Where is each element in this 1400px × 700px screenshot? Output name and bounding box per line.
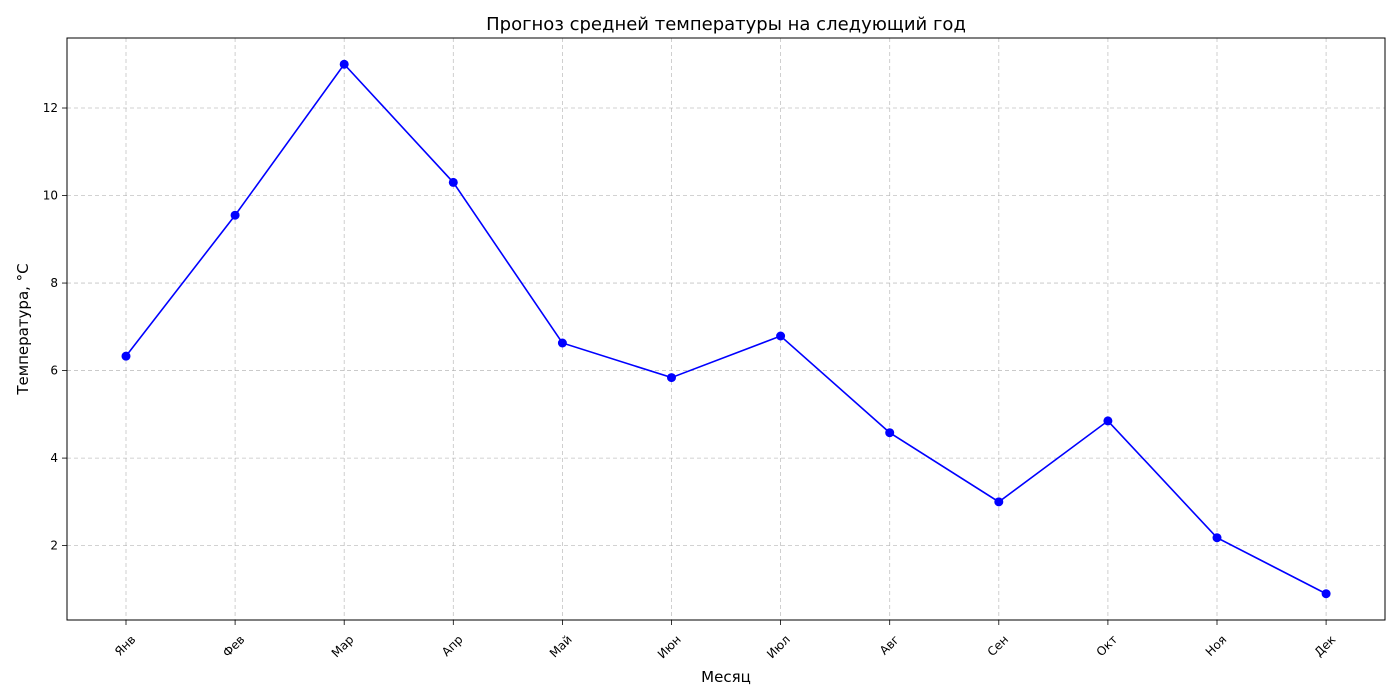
- data-point-9: [1103, 416, 1113, 426]
- y-tick-label-0: 2: [50, 539, 58, 553]
- y-axis-label: Температура, °C: [14, 263, 32, 395]
- chart-title: Прогноз средней температуры на следующий…: [486, 14, 966, 35]
- data-point-10: [1212, 533, 1222, 543]
- y-tick-label-3: 8: [50, 276, 58, 290]
- grid-layer: [67, 38, 1385, 620]
- data-point-2: [339, 59, 349, 69]
- x-axis-label: Месяц: [701, 668, 751, 686]
- data-point-8: [994, 497, 1004, 507]
- y-tick-label-4: 10: [43, 189, 58, 203]
- data-point-5: [667, 373, 676, 383]
- data-point-7: [885, 428, 895, 438]
- data-point-6: [776, 331, 786, 341]
- series-layer: [121, 59, 1331, 599]
- data-point-11: [1321, 589, 1331, 599]
- data-point-1: [230, 210, 240, 220]
- data-point-4: [557, 338, 567, 348]
- y-tick-label-2: 6: [50, 364, 58, 378]
- y-tick-label-1: 4: [50, 451, 58, 465]
- plot-frame: [66, 37, 1386, 621]
- data-point-3: [448, 177, 458, 187]
- y-tick-label-5: 12: [43, 101, 58, 115]
- data-point-0: [121, 351, 131, 361]
- series-line: [125, 62, 1327, 595]
